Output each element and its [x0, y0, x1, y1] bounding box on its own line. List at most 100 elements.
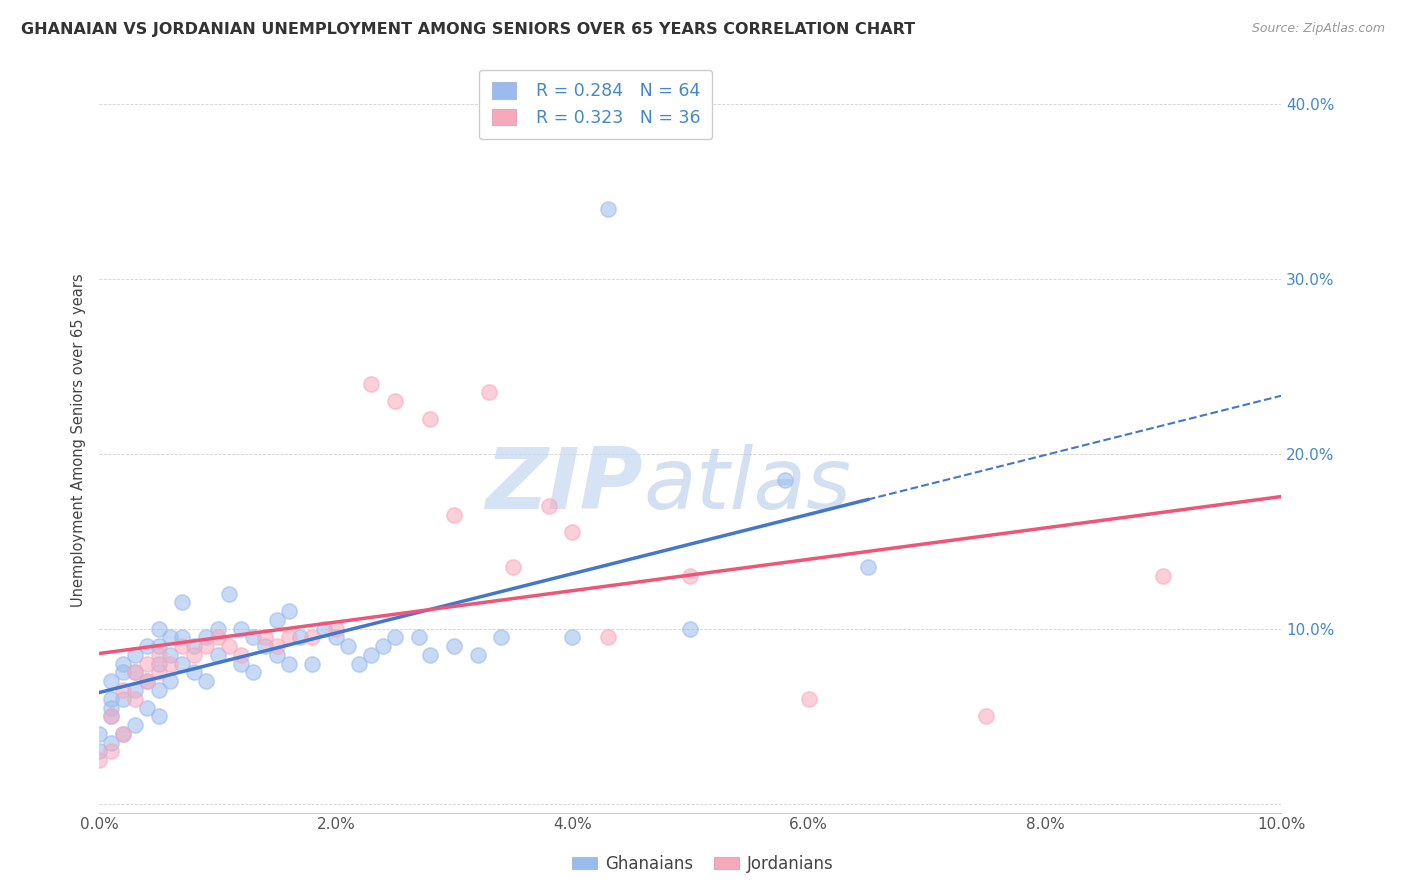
- Point: [360, 648, 382, 662]
- Point: [89, 727, 111, 741]
- Point: [253, 639, 276, 653]
- Point: [266, 613, 288, 627]
- Point: [325, 622, 347, 636]
- Point: [561, 525, 583, 540]
- Point: [384, 631, 406, 645]
- Point: [135, 657, 157, 671]
- Point: [561, 631, 583, 645]
- Point: [89, 753, 111, 767]
- Point: [478, 385, 501, 400]
- Legend: Ghanaians, Jordanians: Ghanaians, Jordanians: [565, 848, 841, 880]
- Point: [100, 700, 122, 714]
- Text: ZIP: ZIP: [485, 443, 643, 526]
- Point: [100, 709, 122, 723]
- Point: [312, 622, 335, 636]
- Point: [679, 569, 702, 583]
- Point: [773, 473, 796, 487]
- Point: [491, 631, 513, 645]
- Point: [159, 657, 181, 671]
- Point: [100, 744, 122, 758]
- Point: [502, 560, 524, 574]
- Point: [159, 648, 181, 662]
- Point: [419, 411, 441, 425]
- Point: [443, 639, 465, 653]
- Point: [194, 631, 217, 645]
- Point: [231, 622, 253, 636]
- Point: [124, 648, 146, 662]
- Text: GHANAIAN VS JORDANIAN UNEMPLOYMENT AMONG SENIORS OVER 65 YEARS CORRELATION CHART: GHANAIAN VS JORDANIAN UNEMPLOYMENT AMONG…: [21, 22, 915, 37]
- Point: [148, 657, 170, 671]
- Point: [797, 691, 820, 706]
- Point: [384, 394, 406, 409]
- Point: [172, 631, 194, 645]
- Point: [148, 665, 170, 680]
- Point: [100, 709, 122, 723]
- Point: [148, 683, 170, 698]
- Point: [183, 648, 205, 662]
- Point: [408, 631, 430, 645]
- Point: [124, 665, 146, 680]
- Point: [277, 631, 299, 645]
- Point: [172, 595, 194, 609]
- Point: [336, 639, 359, 653]
- Point: [148, 639, 170, 653]
- Point: [124, 683, 146, 698]
- Point: [231, 657, 253, 671]
- Point: [301, 631, 323, 645]
- Point: [242, 631, 264, 645]
- Point: [159, 631, 181, 645]
- Point: [135, 639, 157, 653]
- Point: [360, 376, 382, 391]
- Point: [253, 631, 276, 645]
- Point: [135, 674, 157, 689]
- Point: [231, 648, 253, 662]
- Point: [266, 639, 288, 653]
- Point: [159, 674, 181, 689]
- Point: [467, 648, 489, 662]
- Point: [183, 665, 205, 680]
- Point: [124, 718, 146, 732]
- Point: [89, 744, 111, 758]
- Point: [1152, 569, 1174, 583]
- Point: [443, 508, 465, 522]
- Point: [112, 691, 135, 706]
- Text: atlas: atlas: [643, 443, 851, 526]
- Point: [242, 665, 264, 680]
- Point: [266, 648, 288, 662]
- Point: [124, 665, 146, 680]
- Point: [112, 665, 135, 680]
- Point: [194, 674, 217, 689]
- Point: [207, 648, 229, 662]
- Point: [112, 727, 135, 741]
- Point: [325, 631, 347, 645]
- Point: [148, 648, 170, 662]
- Point: [148, 709, 170, 723]
- Point: [124, 691, 146, 706]
- Point: [194, 639, 217, 653]
- Text: Source: ZipAtlas.com: Source: ZipAtlas.com: [1251, 22, 1385, 36]
- Point: [290, 631, 312, 645]
- Point: [371, 639, 394, 653]
- Point: [183, 639, 205, 653]
- Point: [301, 657, 323, 671]
- Point: [172, 639, 194, 653]
- Point: [218, 587, 240, 601]
- Point: [596, 202, 619, 216]
- Point: [419, 648, 441, 662]
- Point: [148, 622, 170, 636]
- Point: [218, 639, 240, 653]
- Point: [856, 560, 879, 574]
- Point: [277, 604, 299, 618]
- Point: [112, 727, 135, 741]
- Point: [100, 674, 122, 689]
- Point: [100, 735, 122, 749]
- Point: [100, 691, 122, 706]
- Point: [112, 683, 135, 698]
- Y-axis label: Unemployment Among Seniors over 65 years: Unemployment Among Seniors over 65 years: [72, 274, 86, 607]
- Point: [135, 674, 157, 689]
- Point: [207, 622, 229, 636]
- Point: [596, 631, 619, 645]
- Point: [349, 657, 371, 671]
- Point: [135, 700, 157, 714]
- Point: [974, 709, 997, 723]
